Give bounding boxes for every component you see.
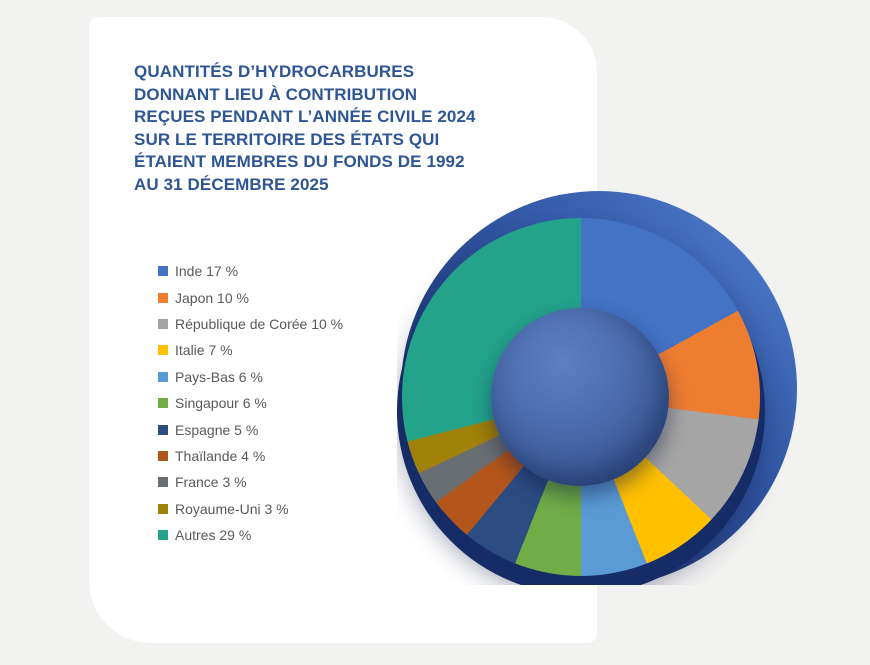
donut-chart: [397, 188, 813, 585]
legend-swatch: [158, 318, 168, 329]
legend-label: Inde 17 %: [175, 263, 239, 280]
legend-swatch: [158, 503, 168, 514]
legend-swatch: [158, 424, 168, 435]
legend-label: Thaïlande 4 %: [175, 447, 266, 464]
legend-label: Singapour 6 %: [175, 395, 267, 412]
legend-swatch: [158, 450, 168, 461]
legend-item: Japon 10 %: [158, 284, 343, 310]
legend-item: Espagne 5 %: [158, 416, 343, 442]
legend-item: Royaume-Uni 3 %: [158, 496, 343, 522]
legend-swatch: [158, 266, 168, 277]
legend-swatch: [158, 345, 168, 356]
legend-item: Autres 29 %: [158, 522, 343, 548]
legend-swatch: [158, 371, 168, 382]
legend-label: Japon 10 %: [175, 289, 249, 306]
legend-swatch: [158, 477, 168, 488]
legend-item: Inde 17 %: [158, 258, 343, 284]
legend-label: France 3 %: [175, 474, 247, 491]
legend-swatch: [158, 292, 168, 303]
legend-item: France 3 %: [158, 469, 343, 495]
legend-item: Pays-Bas 6 %: [158, 364, 343, 390]
legend-item: Singapour 6 %: [158, 390, 343, 416]
donut-center-sphere: [491, 308, 669, 486]
legend-item: République de Corée 10 %: [158, 311, 343, 337]
chart-legend: Inde 17 % Japon 10 % République de Corée 1…: [158, 258, 343, 548]
legend-label: Royaume-Uni 3 %: [175, 500, 289, 517]
legend-label: Autres 29 %: [175, 527, 252, 544]
legend-label: Espagne 5 %: [175, 421, 259, 438]
legend-item: Thaïlande 4 %: [158, 443, 343, 469]
legend-swatch: [158, 398, 168, 409]
legend-label: Pays-Bas 6 %: [175, 368, 263, 385]
legend-label: République de Corée 10 %: [175, 315, 344, 332]
chart-title: QUANTITÉS D’HYDROCARBURES DONNANT LIEU À…: [134, 62, 476, 194]
legend-item: Italie 7 %: [158, 337, 343, 363]
legend-swatch: [158, 530, 168, 541]
legend-label: Italie 7 %: [175, 342, 233, 359]
